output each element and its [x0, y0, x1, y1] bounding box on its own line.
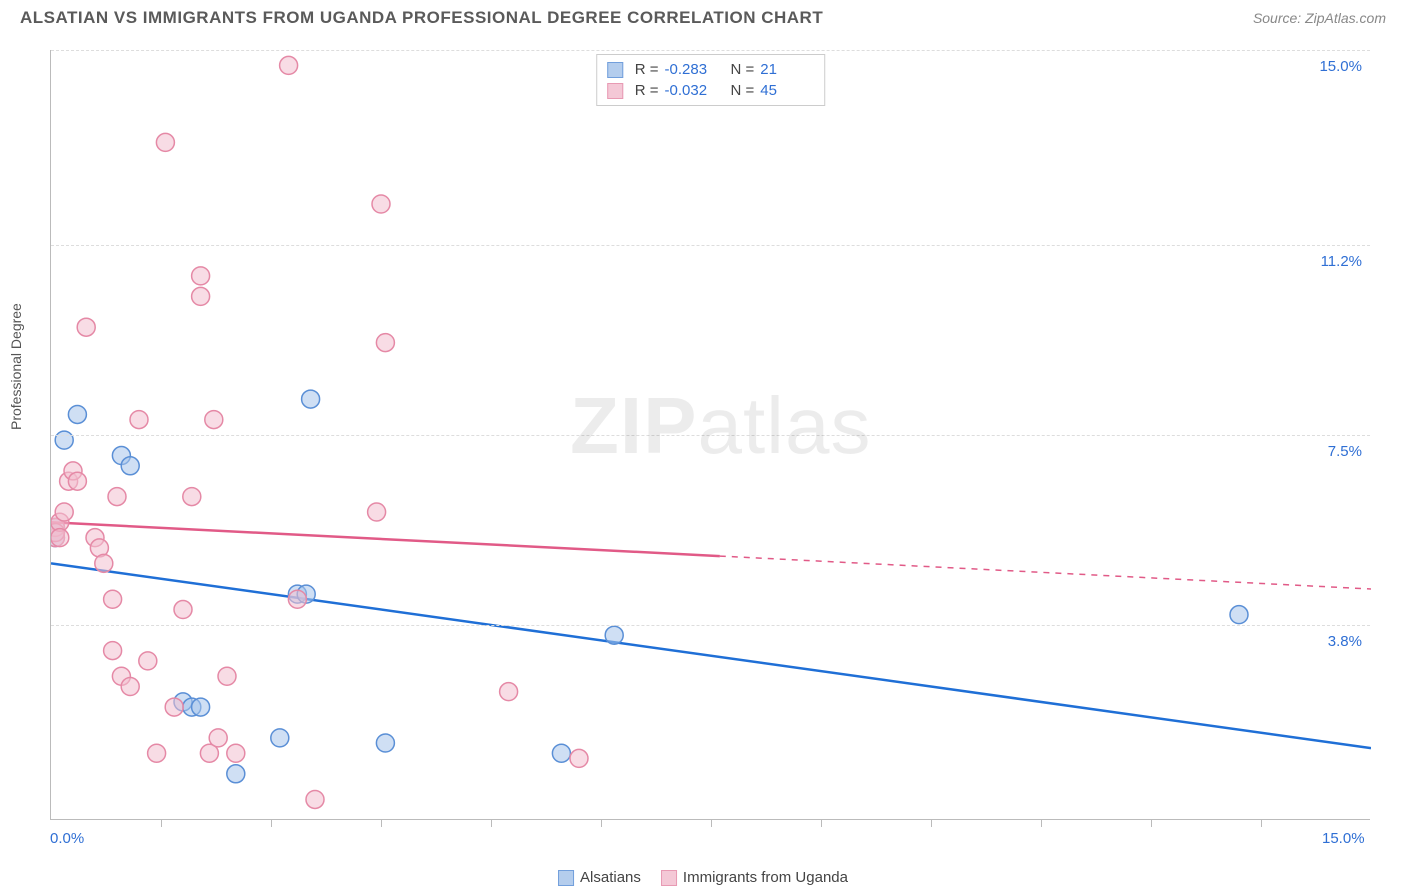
data-point: [570, 749, 588, 767]
data-point: [552, 744, 570, 762]
n-label: N =: [731, 61, 755, 78]
data-point: [192, 287, 210, 305]
data-point: [130, 411, 148, 429]
data-point: [302, 390, 320, 408]
gridline: [51, 435, 1370, 436]
data-point: [156, 133, 174, 151]
y-axis-label: Professional Degree: [8, 303, 24, 430]
y-tick-label: 15.0%: [1319, 58, 1362, 75]
data-point: [104, 642, 122, 660]
data-point: [183, 488, 201, 506]
legend-item: Immigrants from Uganda: [661, 869, 848, 886]
data-point: [108, 488, 126, 506]
gridline: [51, 50, 1370, 51]
data-point: [55, 431, 73, 449]
n-label: N =: [731, 82, 755, 99]
x-tick: [711, 819, 712, 827]
data-point: [121, 457, 139, 475]
data-point: [192, 698, 210, 716]
data-point: [218, 667, 236, 685]
x-tick: [491, 819, 492, 827]
legend-item: Alsatians: [558, 869, 641, 886]
x-tick: [821, 819, 822, 827]
chart-title: ALSATIAN VS IMMIGRANTS FROM UGANDA PROFE…: [20, 8, 823, 28]
legend-label: Immigrants from Uganda: [683, 869, 848, 886]
x-tick: [931, 819, 932, 827]
n-value: 21: [760, 61, 814, 78]
legend-swatch: [558, 870, 574, 886]
data-point: [148, 744, 166, 762]
data-point: [271, 729, 289, 747]
gridline: [51, 625, 1370, 626]
series-swatch: [607, 62, 623, 78]
data-point: [55, 503, 73, 521]
data-point: [500, 683, 518, 701]
data-point: [139, 652, 157, 670]
legend-swatch: [661, 870, 677, 886]
x-min-label: 0.0%: [50, 830, 84, 847]
stats-row: R = -0.032 N = 45: [607, 80, 815, 101]
n-value: 45: [760, 82, 814, 99]
data-point: [280, 56, 298, 74]
data-point: [104, 590, 122, 608]
x-tick: [1151, 819, 1152, 827]
trend-line: [51, 522, 720, 556]
y-tick-label: 7.5%: [1328, 443, 1362, 460]
data-point: [205, 411, 223, 429]
y-tick-label: 3.8%: [1328, 633, 1362, 650]
header: ALSATIAN VS IMMIGRANTS FROM UGANDA PROFE…: [0, 0, 1406, 32]
data-point: [227, 744, 245, 762]
data-point: [95, 554, 113, 572]
data-point: [227, 765, 245, 783]
data-point: [51, 529, 69, 547]
x-tick: [381, 819, 382, 827]
r-label: R =: [635, 82, 659, 99]
series-swatch: [607, 83, 623, 99]
data-point: [68, 472, 86, 490]
x-tick: [601, 819, 602, 827]
trend-line: [51, 563, 1371, 748]
r-label: R =: [635, 61, 659, 78]
data-point: [165, 698, 183, 716]
data-point: [306, 790, 324, 808]
source-attribution: Source: ZipAtlas.com: [1253, 10, 1386, 26]
data-point: [288, 590, 306, 608]
data-point: [174, 601, 192, 619]
data-point: [209, 729, 227, 747]
data-point: [605, 626, 623, 644]
legend-label: Alsatians: [580, 869, 641, 886]
x-tick: [271, 819, 272, 827]
legend: Alsatians Immigrants from Uganda: [558, 869, 848, 886]
data-point: [192, 267, 210, 285]
x-tick: [1261, 819, 1262, 827]
gridline: [51, 245, 1370, 246]
data-point: [68, 405, 86, 423]
correlation-stats-box: R = -0.283 N = 21 R = -0.032 N = 45: [596, 54, 826, 106]
data-point: [77, 318, 95, 336]
data-point: [368, 503, 386, 521]
r-value: -0.032: [665, 82, 719, 99]
data-point: [376, 334, 394, 352]
stats-row: R = -0.283 N = 21: [607, 59, 815, 80]
data-point: [372, 195, 390, 213]
y-tick-label: 11.2%: [1321, 253, 1362, 270]
chart-area: R = -0.283 N = 21 R = -0.032 N = 45 15.0% 11.2% 7…: [50, 50, 1370, 820]
trend-line-extrapolated: [720, 556, 1371, 589]
data-point: [1230, 606, 1248, 624]
r-value: -0.283: [665, 61, 719, 78]
x-tick: [161, 819, 162, 827]
x-tick: [1041, 819, 1042, 827]
data-point: [376, 734, 394, 752]
data-point: [121, 678, 139, 696]
x-max-label: 15.0%: [1322, 830, 1365, 847]
